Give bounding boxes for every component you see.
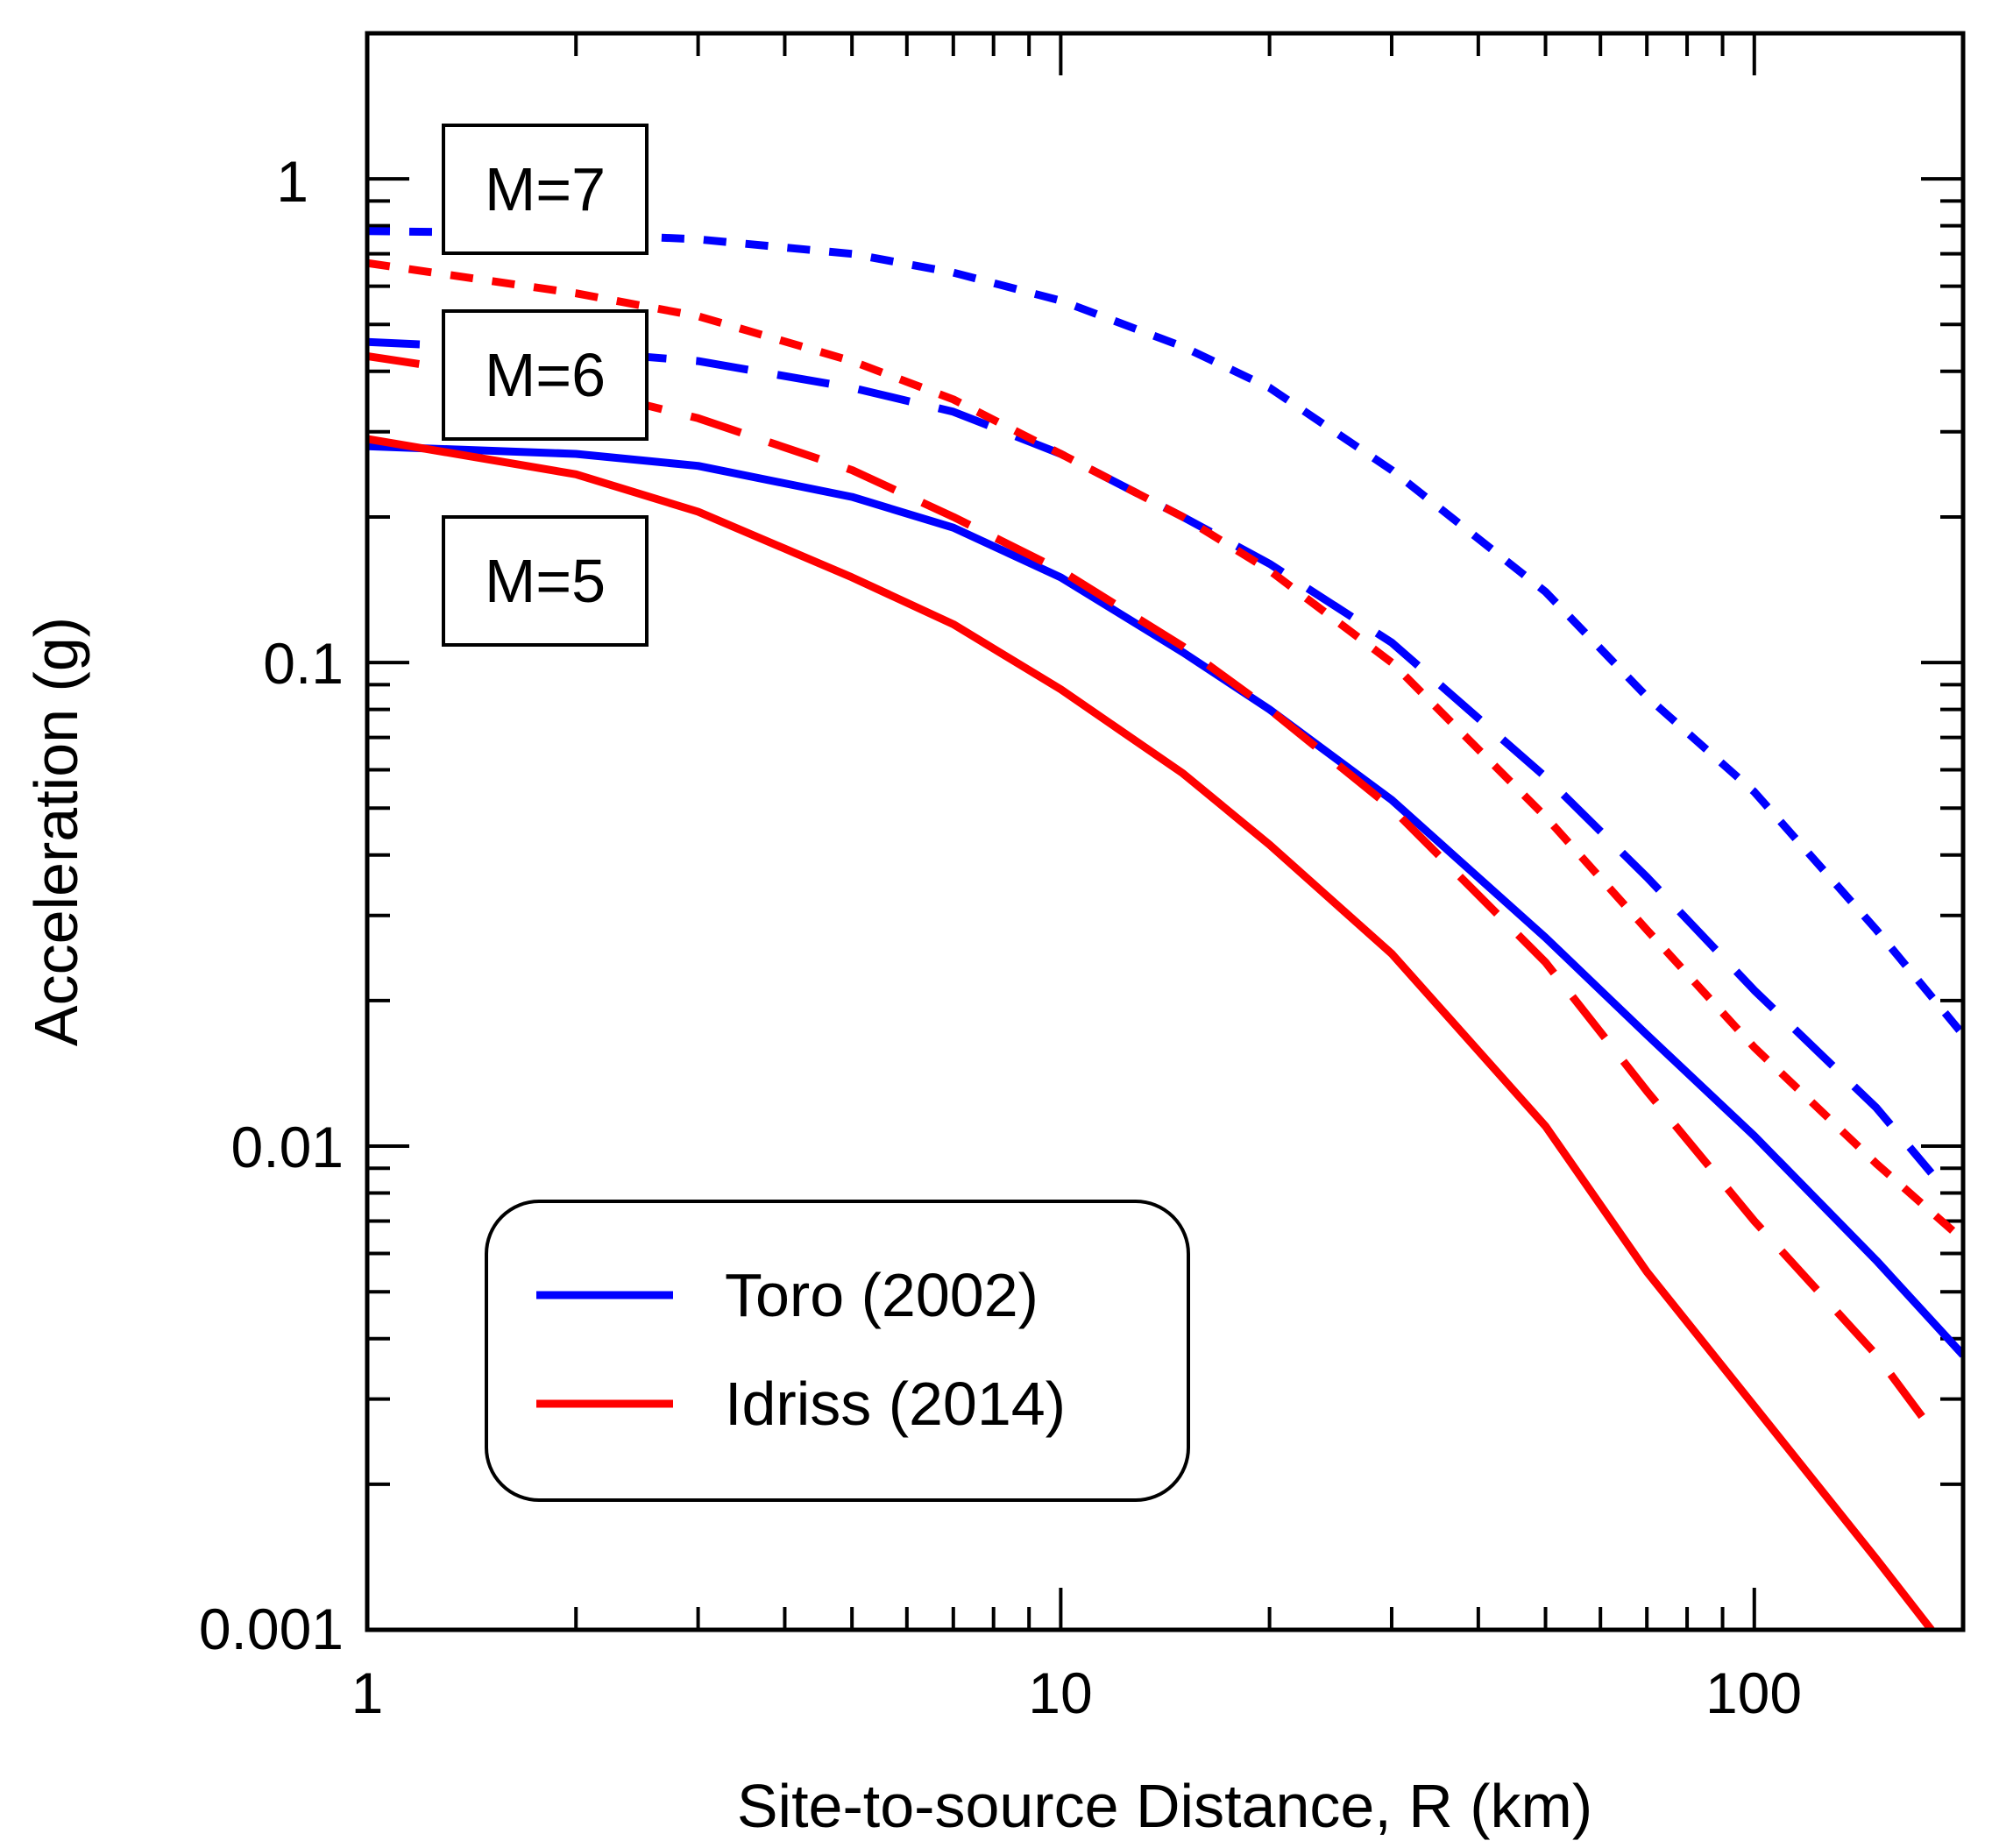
x-tick-labels: 1 10 100 — [351, 1660, 1802, 1725]
magnitude-box — [442, 309, 649, 441]
magnitude-label-m6: M=6 — [442, 309, 649, 441]
series-line-toro-m7 — [367, 227, 1963, 1037]
x-tick-label: 100 — [1705, 1660, 1802, 1725]
magnitude-box — [442, 515, 649, 647]
y-tick-label: 0.01 — [231, 1115, 344, 1179]
x-tick-label: 10 — [1028, 1660, 1092, 1725]
magnitude-label-text: M=6 — [485, 341, 606, 409]
legend: Toro (2002) Idriss (2014) — [485, 1200, 1190, 1502]
magnitude-box — [442, 124, 649, 255]
series-line-idriss-m6 — [367, 352, 1935, 1432]
legend-label-toro: Toro (2002) — [725, 1261, 1039, 1329]
series-layer — [367, 227, 1963, 1630]
y-tick-label: 0.001 — [199, 1597, 344, 1661]
legend-label-idriss: Idriss (2014) — [725, 1370, 1066, 1438]
y-tick-labels: 0.001 0.01 0.1 1 — [199, 149, 344, 1661]
plot-frame — [365, 31, 1966, 1632]
legend-box — [485, 1200, 1190, 1502]
magnitude-label-text: M=7 — [485, 155, 606, 223]
magnitude-label-m5: M=5 — [442, 515, 649, 647]
magnitude-label-text: M=5 — [485, 547, 606, 615]
series-line-idriss-m7 — [367, 258, 1963, 1243]
series-line-idriss-m5 — [367, 435, 1935, 1630]
magnitude-label-m7: M=7 — [442, 124, 649, 255]
x-axis-title: Site-to-source Distance, R (km) — [737, 1772, 1592, 1840]
x-tick-label: 1 — [351, 1660, 384, 1725]
y-tick-label: 0.1 — [263, 631, 344, 696]
y-axis-title: Acceleration (g) — [22, 617, 90, 1046]
y-tick-label: 1 — [276, 149, 308, 214]
series-line-toro-m6 — [367, 337, 1935, 1176]
